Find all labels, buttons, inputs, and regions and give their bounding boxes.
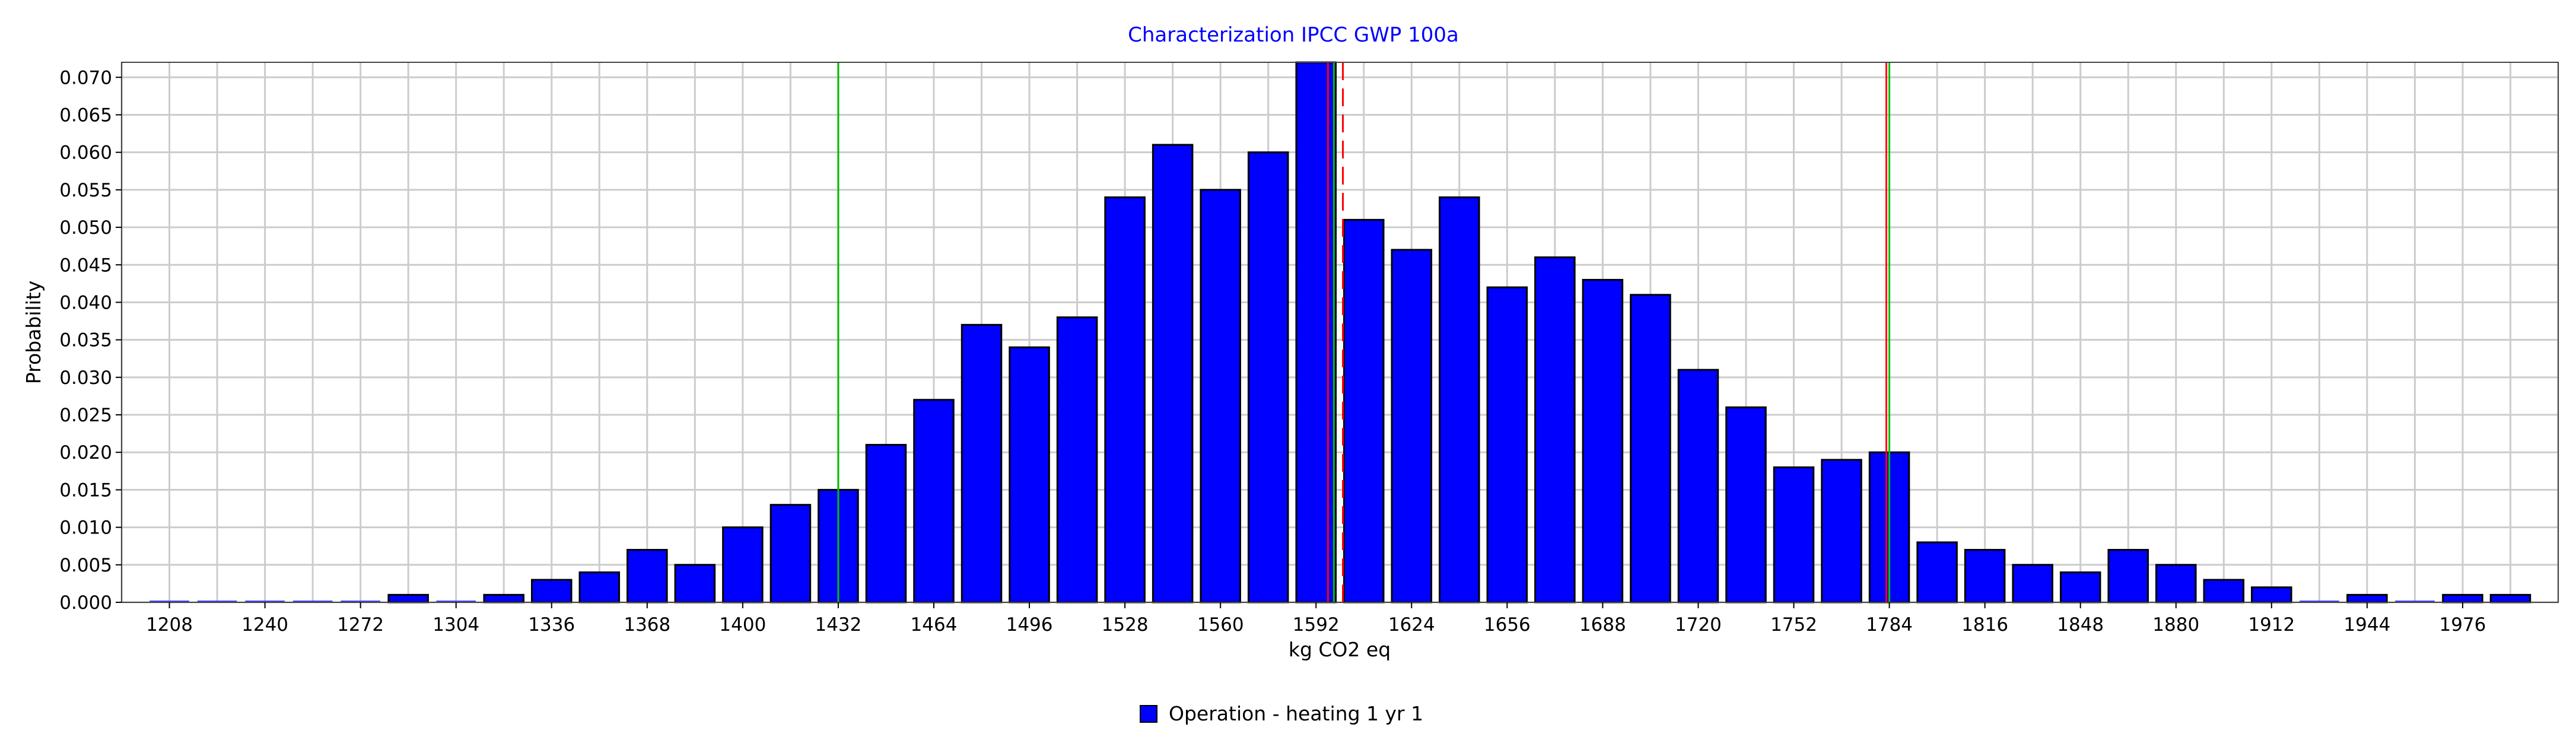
histogram-bar bbox=[1964, 549, 2006, 604]
histogram-bar bbox=[722, 526, 764, 604]
histogram-bar bbox=[1056, 316, 1098, 604]
x-tick-label: 1560 bbox=[1197, 614, 1244, 636]
histogram-bar bbox=[1916, 541, 1958, 604]
x-tick-label: 1752 bbox=[1770, 614, 1817, 636]
histogram-bar bbox=[2203, 579, 2245, 604]
histogram-bar bbox=[865, 444, 907, 604]
y-tick-label: 0.045 bbox=[59, 255, 112, 276]
histogram-bar bbox=[387, 593, 429, 604]
x-tick-label: 1912 bbox=[2248, 614, 2295, 636]
histogram-bar bbox=[2251, 586, 2292, 604]
histogram-bar bbox=[2489, 593, 2532, 604]
histogram-bar bbox=[1200, 189, 1241, 604]
y-axis-label: Probability bbox=[22, 281, 45, 384]
x-tick-label: 1816 bbox=[1961, 614, 2008, 636]
x-tick-label: 1848 bbox=[2057, 614, 2104, 636]
legend-swatch bbox=[1140, 705, 1157, 723]
x-tick-label: 1304 bbox=[432, 614, 479, 636]
y-tick-label: 0.050 bbox=[59, 217, 112, 239]
chart-title: Characterization IPCC GWP 100a bbox=[1128, 23, 1459, 47]
histogram-bar bbox=[1486, 286, 1528, 604]
x-tick-label: 1656 bbox=[1484, 614, 1531, 636]
histogram-bar bbox=[769, 504, 812, 604]
x-tick-label: 1624 bbox=[1388, 614, 1435, 636]
x-axis-label: kg CO2 eq bbox=[1289, 638, 1391, 661]
histogram-bar bbox=[1295, 61, 1337, 604]
x-tick-label: 1208 bbox=[146, 614, 193, 636]
x-tick-label: 1784 bbox=[1866, 614, 1913, 636]
y-tick-label: 0.015 bbox=[59, 479, 112, 501]
y-tick-label: 0.035 bbox=[59, 330, 112, 351]
legend: Operation - heating 1 yr 1 bbox=[1140, 702, 1423, 725]
histogram-bar bbox=[2442, 593, 2483, 604]
x-tick-label: 1240 bbox=[241, 614, 288, 636]
y-tick-label: 0.000 bbox=[59, 592, 112, 614]
x-tick-label: 1368 bbox=[624, 614, 670, 636]
histogram-bar bbox=[1009, 346, 1050, 604]
x-tick-label: 1976 bbox=[2439, 614, 2486, 636]
y-tick-label: 0.020 bbox=[59, 442, 112, 463]
histogram-bar bbox=[1439, 196, 1480, 604]
histogram-bar bbox=[578, 571, 621, 604]
histogram-bar bbox=[1391, 249, 1433, 604]
y-tick-label: 0.055 bbox=[59, 180, 112, 201]
histogram-bar bbox=[1773, 466, 1815, 604]
x-tick-label: 1880 bbox=[2152, 614, 2199, 636]
histogram-bar bbox=[483, 593, 524, 604]
x-axis-ticks: 1208 1240 1272 1304 1336 1368 1400 1432 1464 1496… bbox=[146, 602, 2486, 636]
x-tick-label: 1400 bbox=[719, 614, 766, 636]
legend-label: Operation - heating 1 yr 1 bbox=[1169, 702, 1423, 725]
histogram-bar bbox=[961, 323, 1003, 604]
x-tick-label: 1720 bbox=[1675, 614, 1722, 636]
reference-lines bbox=[837, 62, 1891, 602]
histogram-bar bbox=[1725, 406, 1767, 604]
x-tick-label: 1336 bbox=[528, 614, 575, 636]
histogram-bar bbox=[913, 399, 955, 604]
plot-frame bbox=[121, 62, 2559, 603]
x-tick-label: 1528 bbox=[1102, 614, 1149, 636]
x-tick-label: 1272 bbox=[337, 614, 384, 636]
histogram-bar bbox=[2012, 564, 2053, 604]
histogram-bar bbox=[1582, 279, 1624, 604]
y-tick-label: 0.060 bbox=[59, 142, 112, 164]
histogram-bar bbox=[531, 579, 573, 604]
bars-group bbox=[150, 61, 2532, 604]
histogram-bar bbox=[2059, 571, 2101, 604]
histogram-bar bbox=[1247, 151, 1289, 604]
y-tick-label: 0.070 bbox=[59, 67, 112, 88]
histogram-bar bbox=[1821, 459, 1862, 604]
y-tick-label: 0.010 bbox=[59, 517, 112, 539]
histogram-bar bbox=[626, 549, 668, 604]
histogram-bar bbox=[1534, 256, 1576, 604]
x-tick-label: 1464 bbox=[911, 614, 958, 636]
y-tick-label: 0.040 bbox=[59, 292, 112, 313]
y-tick-label: 0.065 bbox=[59, 104, 112, 126]
x-tick-label: 1432 bbox=[815, 614, 861, 636]
y-tick-label: 0.030 bbox=[59, 367, 112, 389]
y-tick-label: 0.005 bbox=[59, 555, 112, 576]
y-axis-ticks: 0.000 0.005 0.010 0.015 0.020 0.025 0.030 0.035… bbox=[59, 67, 122, 614]
histogram-bar bbox=[1677, 369, 1719, 604]
histogram-bar bbox=[1152, 144, 1194, 604]
x-tick-label: 1944 bbox=[2343, 614, 2390, 636]
x-tick-label: 1592 bbox=[1293, 614, 1340, 636]
histogram-bar bbox=[1630, 294, 1671, 604]
x-tick-label: 1496 bbox=[1006, 614, 1053, 636]
histogram-bar bbox=[1343, 218, 1385, 604]
histogram-bar bbox=[2107, 549, 2149, 604]
histogram-bar bbox=[1104, 196, 1146, 604]
x-tick-label: 1688 bbox=[1579, 614, 1626, 636]
y-tick-label: 0.025 bbox=[59, 405, 112, 426]
histogram-bar bbox=[674, 564, 716, 604]
histogram-bar bbox=[2346, 593, 2388, 604]
histogram-bar bbox=[2155, 564, 2197, 604]
